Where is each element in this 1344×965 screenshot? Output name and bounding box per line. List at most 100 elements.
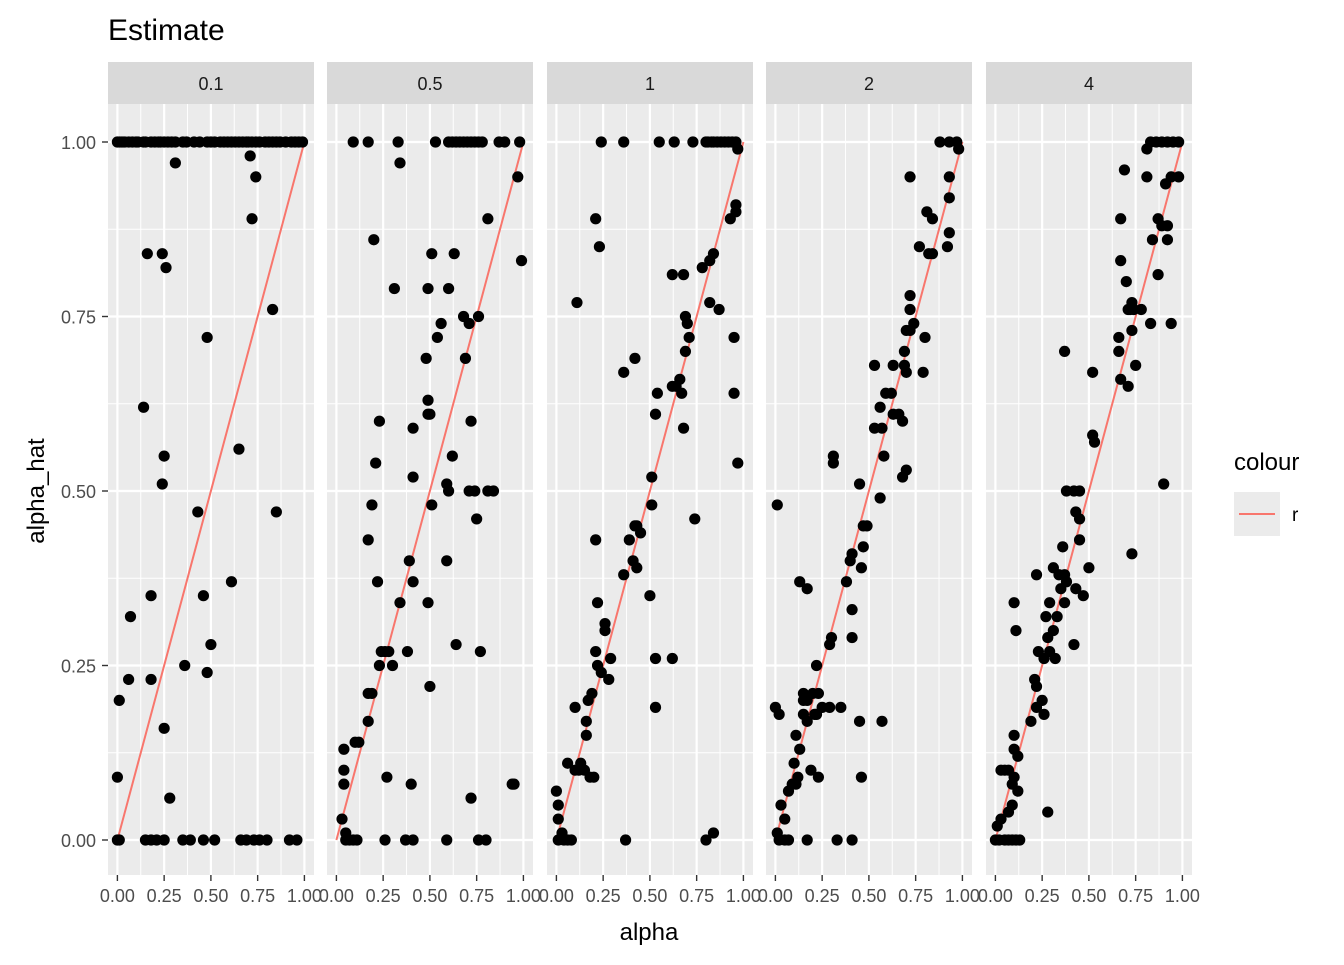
x-tick-label: 1.00 (287, 886, 322, 906)
data-point (668, 136, 680, 148)
data-point (1158, 478, 1170, 490)
data-point (1145, 317, 1157, 330)
data-point (1058, 597, 1071, 609)
data-point (797, 694, 810, 707)
data-point (644, 590, 656, 602)
data-point (713, 303, 725, 316)
data-point (1057, 541, 1069, 553)
data-point (876, 422, 888, 434)
data-point (373, 415, 386, 427)
data-point (619, 834, 632, 846)
data-point (426, 499, 438, 511)
data-point (246, 213, 258, 225)
data-point (422, 394, 434, 406)
data-point (407, 834, 419, 846)
data-point (407, 471, 419, 483)
data-point (123, 673, 135, 686)
data-point (855, 771, 868, 783)
data-point (1152, 269, 1164, 281)
facet-strip (108, 62, 314, 104)
data-point (141, 248, 153, 260)
data-point (1141, 143, 1153, 155)
data-point (394, 157, 406, 169)
y-tick-label: 0.25 (61, 657, 96, 677)
data-point (225, 576, 238, 588)
data-point (1159, 178, 1172, 190)
data-point (896, 471, 909, 483)
data-point (805, 764, 817, 776)
data-point (593, 241, 606, 253)
data-point (338, 743, 350, 755)
data-point (368, 234, 380, 246)
data-point (812, 771, 825, 783)
data-point (885, 387, 897, 399)
data-point (261, 834, 273, 846)
data-point (595, 136, 607, 148)
data-point (1135, 303, 1147, 316)
data-point (1068, 638, 1080, 651)
data-point (362, 136, 374, 148)
data-point (588, 771, 600, 783)
legend-title: colour (1234, 449, 1299, 476)
data-point (730, 206, 742, 218)
facet-strip (766, 62, 972, 104)
data-point (512, 171, 524, 183)
x-tick-label: 1.00 (506, 886, 541, 906)
data-point (1038, 708, 1050, 720)
data-point (158, 834, 170, 846)
data-point (1118, 164, 1131, 176)
data-point (405, 778, 417, 790)
data-point (874, 492, 886, 504)
data-point (917, 366, 929, 378)
y-tick-label: 0.00 (61, 831, 96, 851)
x-tick-label: 0.25 (147, 886, 182, 906)
x-tick-label: 0.25 (366, 886, 401, 906)
data-point (1010, 625, 1022, 637)
data-point (1044, 597, 1056, 609)
data-point (605, 652, 617, 665)
data-point (446, 450, 458, 462)
x-tick-label: 0.75 (240, 886, 275, 906)
data-point (201, 331, 213, 344)
data-point (443, 485, 455, 497)
data-point (1012, 750, 1024, 762)
data-point (184, 834, 196, 846)
data-point (192, 506, 204, 518)
data-point (923, 248, 935, 260)
data-point (677, 269, 690, 281)
data-point (779, 813, 791, 825)
legend: colour r (1234, 449, 1299, 536)
data-point (1073, 513, 1086, 525)
data-point (934, 136, 946, 148)
data-point (201, 666, 213, 679)
facet-strip-label: 4 (1084, 74, 1094, 94)
data-point (810, 659, 823, 672)
data-point (472, 310, 485, 323)
data-point (401, 645, 414, 658)
data-point (687, 136, 699, 148)
data-point (1113, 331, 1125, 344)
facet-panel: 4 0.00 0.25 0.50 0.75 1.00 (978, 62, 1200, 906)
data-point (1014, 834, 1026, 846)
data-point (874, 401, 886, 413)
data-point (591, 597, 604, 609)
data-point (394, 597, 406, 609)
data-point (1032, 645, 1045, 658)
data-point (1115, 373, 1127, 385)
x-tick-label: 0.75 (898, 886, 933, 906)
data-point (674, 373, 686, 385)
data-point (552, 813, 564, 825)
data-point (164, 792, 176, 804)
data-point (941, 241, 954, 253)
data-point (407, 576, 419, 588)
data-point (835, 701, 847, 713)
x-tick-label: 0.75 (1118, 886, 1153, 906)
data-point (1002, 806, 1015, 818)
data-point (681, 317, 693, 330)
data-point (250, 171, 262, 183)
data-point (677, 422, 690, 434)
y-tick-label: 0.75 (61, 308, 96, 328)
data-point (1115, 255, 1127, 267)
data-point (876, 715, 888, 727)
